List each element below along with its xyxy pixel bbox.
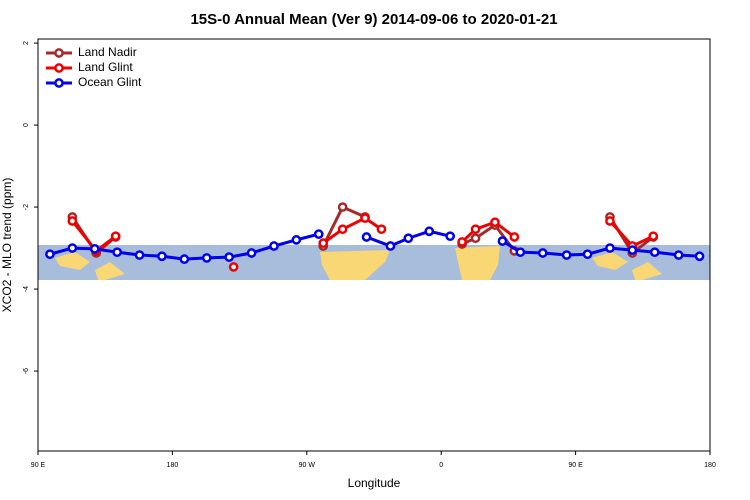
point [424,226,435,237]
point [67,216,78,226]
x-tick-label: 90 W [299,462,316,469]
point [497,236,508,246]
point [509,232,520,242]
point [67,243,78,253]
point [582,249,593,260]
point [537,248,548,258]
point [627,245,638,255]
point [360,213,370,223]
legend-marker [54,78,64,88]
point [179,254,190,264]
legend-marker [54,48,64,58]
point [673,250,684,260]
y-axis-label: XCO2 - MLO trend (ppm) [0,178,14,313]
x-tick-label: 0 [439,462,443,469]
y-tick-label: -4 [23,286,30,292]
point [605,216,615,226]
y-tick-label: 0 [23,123,30,127]
point [269,241,279,251]
point [385,241,396,251]
point [490,217,500,228]
point [361,232,372,242]
point [246,248,257,258]
x-axis-label: Longitude [348,476,401,490]
y-tick-label: -6 [23,368,30,374]
point [110,231,121,242]
point [561,250,572,260]
point [313,229,324,239]
point [157,251,167,262]
x-tick-label: 180 [704,462,716,469]
legend-label: Ocean Glint [78,75,142,89]
point [201,253,212,263]
point [470,233,481,244]
point [337,224,348,235]
point [224,252,234,262]
point [112,247,122,258]
point [515,247,526,258]
legend-marker [54,63,64,73]
point [445,231,456,242]
point [403,233,414,244]
point [89,244,100,254]
point [291,235,302,245]
point [605,243,615,253]
y-tick-label: 2 [23,41,30,45]
point [470,224,481,235]
x-tick-label: 180 [167,462,179,469]
legend-label: Land Nadir [78,45,137,59]
point [228,262,239,272]
point [648,231,659,242]
point [376,224,387,235]
point [457,237,467,247]
point [649,247,660,258]
point [134,250,145,260]
x-tick-label: 90 E [568,462,583,469]
legend-label: Land Glint [78,60,133,74]
y-tick-label: -2 [23,204,30,210]
x-tick-label: 90 E [31,462,46,469]
plot-frame [37,38,711,452]
point [694,251,705,262]
chart-title: 15S-0 Annual Mean (Ver 9) 2014-09-06 to … [190,11,557,28]
point [45,249,55,260]
point [337,202,348,212]
point [318,238,329,249]
